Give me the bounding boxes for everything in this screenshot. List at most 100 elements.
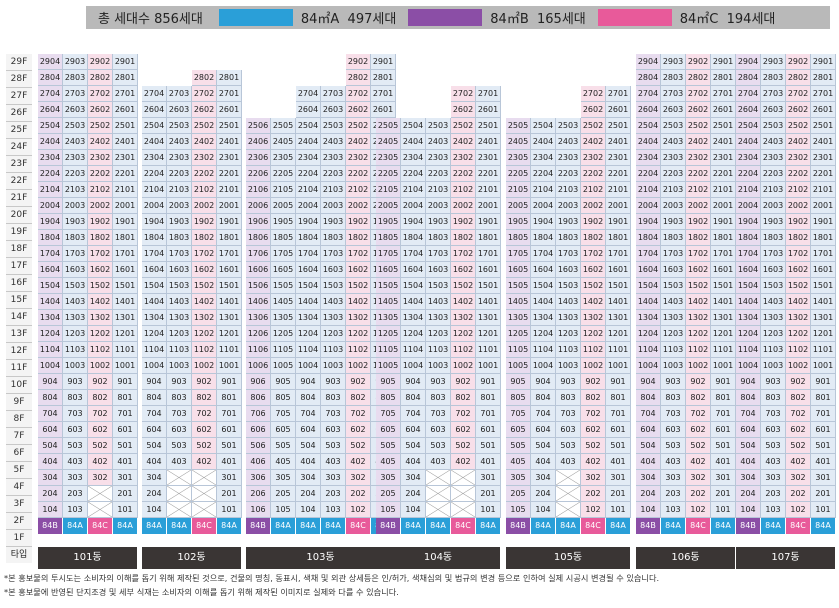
unit-cell: 703 <box>661 406 686 422</box>
unit-cell: 2406 <box>246 134 271 150</box>
unit-cell: 603 <box>556 422 581 438</box>
unit-cell: 1603 <box>63 262 88 278</box>
unit-cell: 1803 <box>167 230 192 246</box>
unit-cell: 1403 <box>661 294 686 310</box>
unit-cell: 2102 <box>686 182 711 198</box>
unit-cell: 604 <box>38 422 63 438</box>
unit-cell: 1602 <box>346 262 371 278</box>
unit-cell: 1503 <box>661 278 686 294</box>
unit-cell: 2601 <box>371 102 396 118</box>
unit-cell: 404 <box>636 454 661 470</box>
empty-cell <box>296 54 321 70</box>
unit-cell: 2804 <box>38 70 63 86</box>
unit-cell: 1303 <box>661 310 686 326</box>
unit-cell: 1703 <box>167 246 192 262</box>
unit-cell: 2101 <box>476 182 501 198</box>
unit-cell: 105 <box>271 502 296 518</box>
unit-cell: 402 <box>88 454 113 470</box>
unit-cell: 904 <box>38 374 63 390</box>
unit-cell: 1102 <box>451 342 476 358</box>
unit-cell: 1203 <box>321 326 346 342</box>
unit-cell: 2602 <box>581 102 606 118</box>
unit-cell: 806 <box>246 390 271 406</box>
unit-cell: 1405 <box>376 294 401 310</box>
unit-cell: 502 <box>581 438 606 454</box>
floor-label: 12F <box>6 343 32 360</box>
unit-cell: 2402 <box>786 134 811 150</box>
unit-cell: 305 <box>376 470 401 486</box>
unit-cell: 2501 <box>711 118 736 134</box>
unit-cell: 2503 <box>63 118 88 134</box>
legend-swatch-84b <box>408 9 483 26</box>
unit-cell: 1604 <box>531 262 556 278</box>
unit-cell: 1603 <box>426 262 451 278</box>
unit-cell: 1901 <box>606 214 631 230</box>
unit-cell: 1002 <box>786 358 811 374</box>
unit-cell: 603 <box>426 422 451 438</box>
unit-cell: 1402 <box>686 294 711 310</box>
unit-cell: 904 <box>142 374 167 390</box>
unit-cell: 2105 <box>506 182 531 198</box>
unit-cell: 1204 <box>38 326 63 342</box>
type-cell: 84B <box>246 518 271 534</box>
unit-cell: 2801 <box>113 70 138 86</box>
unit-cell: 2103 <box>556 182 581 198</box>
unit-cell: 1503 <box>321 278 346 294</box>
unit-cell: 2302 <box>581 150 606 166</box>
floor-label: 14F <box>6 309 32 326</box>
empty-cell <box>217 54 242 70</box>
unit-cell: 2204 <box>736 166 761 182</box>
type-cell: 84A <box>63 518 88 534</box>
unit-cell: 302 <box>686 470 711 486</box>
unit-cell: 1704 <box>38 246 63 262</box>
legend-label-84b: 84㎡B 165세대 <box>490 12 586 27</box>
unit-cell: 1703 <box>556 246 581 262</box>
unit-cell: 102 <box>786 502 811 518</box>
unit-cell: 2204 <box>296 166 321 182</box>
unit-cell: 2105 <box>271 182 296 198</box>
unit-cell: 1906 <box>246 214 271 230</box>
unit-cell: 203 <box>661 486 686 502</box>
unit-cell: 1002 <box>451 358 476 374</box>
unit-cell: 402 <box>192 454 217 470</box>
unit-cell: 2202 <box>346 166 371 182</box>
legend-label-84a: 84㎡A 497세대 <box>300 12 397 27</box>
unit-cell: 2201 <box>113 166 138 182</box>
unit-cell: 1701 <box>811 246 836 262</box>
unit-cell: 2205 <box>271 166 296 182</box>
unit-cell: 502 <box>346 438 371 454</box>
unit-cell: 1101 <box>217 342 242 358</box>
unit-cell: 402 <box>686 454 711 470</box>
type-cell: 84C <box>192 518 217 534</box>
unit-cell: 2801 <box>811 70 836 86</box>
unit-cell: 1304 <box>296 310 321 326</box>
unit-cell: 2802 <box>686 70 711 86</box>
unit-cell: 1504 <box>636 278 661 294</box>
unit-cell: 403 <box>321 454 346 470</box>
unit-cell: 803 <box>661 390 686 406</box>
unit-cell: 2802 <box>192 70 217 86</box>
unit-cell: 1701 <box>606 246 631 262</box>
unit-cell: 101 <box>217 502 242 518</box>
unit-cell: 2305 <box>271 150 296 166</box>
type-row-label: 타입 <box>6 547 32 563</box>
unit-cell: 2703 <box>661 86 686 102</box>
unit-cell: 1804 <box>296 230 321 246</box>
unit-cell: 1803 <box>761 230 786 246</box>
unit-cell: 2004 <box>736 198 761 214</box>
unit-cell: 2704 <box>296 86 321 102</box>
unit-cell: 2002 <box>88 198 113 214</box>
unit-cell: 1402 <box>581 294 606 310</box>
unit-cell: 1606 <box>246 262 271 278</box>
unit-cell: 505 <box>506 438 531 454</box>
unit-cell: 701 <box>476 406 501 422</box>
unit-cell: 1604 <box>142 262 167 278</box>
unit-cell: 1105 <box>376 342 401 358</box>
unit-cell: 1001 <box>606 358 631 374</box>
unit-cell: 703 <box>761 406 786 422</box>
unit-cell: 1802 <box>581 230 606 246</box>
unit-cell: 1202 <box>786 326 811 342</box>
empty-cell <box>271 54 296 70</box>
unit-cell: 902 <box>192 374 217 390</box>
unit-cell: 1301 <box>811 310 836 326</box>
